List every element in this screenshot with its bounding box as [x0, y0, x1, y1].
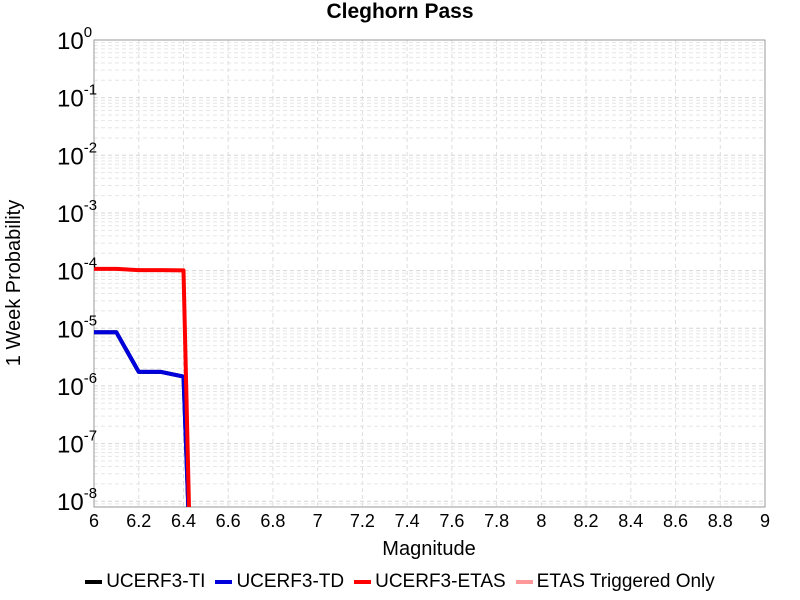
- legend-swatch: [515, 580, 533, 584]
- legend: UCERF3-TI UCERF3-TD UCERF3-ETAS ETAS Trigge…: [0, 568, 800, 596]
- legend-item: UCERF3-ETAS: [354, 571, 506, 593]
- y-tick-label: 100: [57, 24, 92, 55]
- x-axis-label: Magnitude: [382, 538, 475, 560]
- x-tick-label: 8.2: [574, 511, 599, 531]
- legend-swatch: [215, 580, 233, 584]
- chart-title: Cleghorn Pass: [326, 0, 473, 23]
- y-tick-label: 10-6: [57, 370, 97, 401]
- series-line-ucerf3-etas: [94, 266, 191, 507]
- x-tick-label: 9: [760, 511, 770, 531]
- x-tick-label: 6.4: [171, 511, 196, 531]
- legend-item: ETAS Triggered Only: [515, 571, 715, 593]
- x-axis-ticks: 6 6.2 6.4 6.6 6.8 7 7.2 7.4 7.6 7.8 8 8.2 8.4 8.6 8.8 9: [89, 511, 770, 531]
- x-tick-label: 7.6: [439, 511, 464, 531]
- y-axis-label: 1 Week Probability: [3, 200, 25, 366]
- x-tick-label: 6.6: [216, 511, 241, 531]
- legend-item: UCERF3-TI: [85, 571, 205, 593]
- legend-label: UCERF3-TD: [236, 571, 345, 592]
- x-tick-label: 6.2: [126, 511, 151, 531]
- x-tick-label: 6.8: [260, 511, 285, 531]
- legend-swatch: [85, 580, 103, 584]
- series-line-ucerf3-td: [94, 330, 191, 507]
- legend-label: ETAS Triggered Only: [536, 571, 715, 592]
- x-tick-label: 6: [89, 511, 99, 531]
- x-tick-label: 7.4: [395, 511, 420, 531]
- y-tick-label: 10-8: [57, 485, 97, 516]
- x-tick-label: 8.4: [618, 511, 643, 531]
- y-tick-label: 10-5: [57, 312, 97, 343]
- y-tick-label: 10-1: [57, 82, 97, 113]
- y-tick-label: 10-4: [57, 255, 97, 286]
- y-tick-label: 10-2: [57, 139, 97, 170]
- plot-area: [93, 39, 766, 508]
- x-tick-label: 7.2: [350, 511, 375, 531]
- x-tick-label: 7.8: [484, 511, 509, 531]
- x-tick-label: 8.6: [663, 511, 688, 531]
- series-lines: [94, 266, 191, 507]
- legend-label: UCERF3-ETAS: [375, 571, 506, 592]
- y-axis-ticks: 100 10-1 10-2 10-3 10-4 10-5 10-6 10-7 10-8: [57, 24, 97, 516]
- grid: [93, 39, 766, 508]
- x-tick-label: 8: [536, 511, 546, 531]
- x-tick-label: 7: [313, 511, 323, 531]
- legend-item: UCERF3-TD: [215, 571, 344, 593]
- y-tick-label: 10-3: [57, 197, 97, 228]
- x-tick-label: 8.8: [708, 511, 733, 531]
- y-tick-label: 10-7: [57, 428, 97, 459]
- legend-label: UCERF3-TI: [106, 571, 206, 592]
- legend-swatch: [354, 580, 372, 584]
